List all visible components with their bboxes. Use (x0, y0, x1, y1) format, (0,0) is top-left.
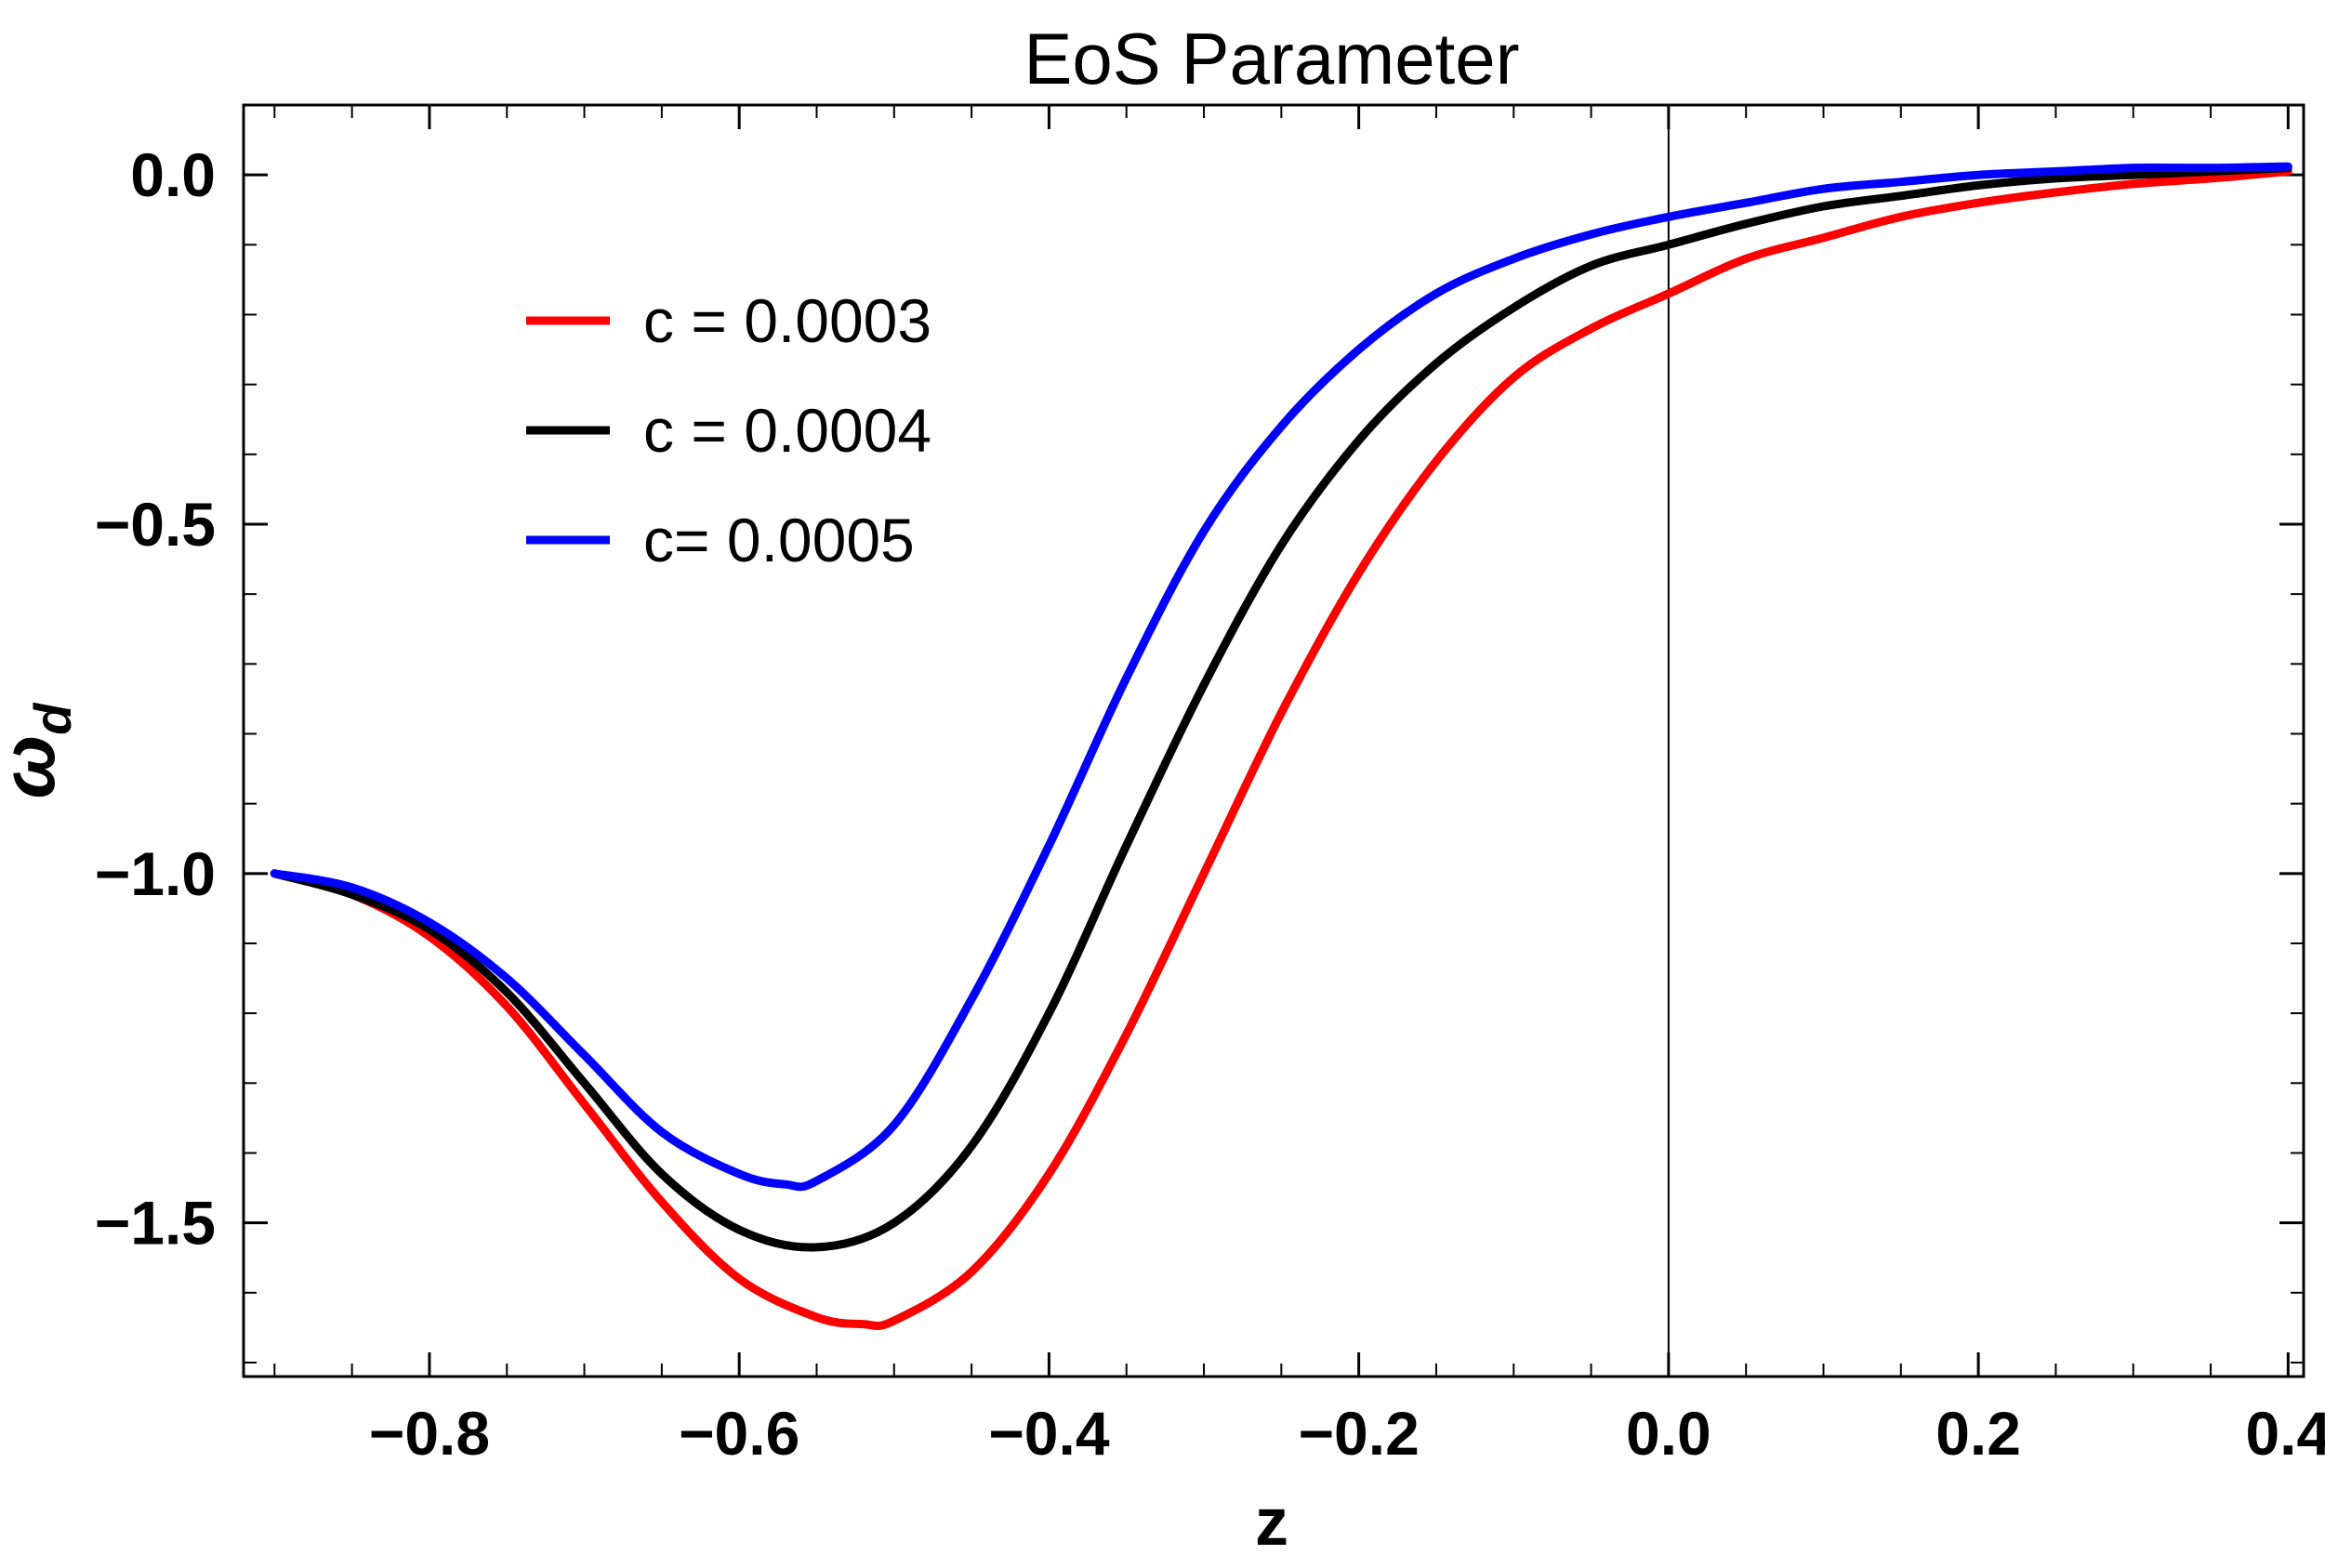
series-line-2 (270, 164, 2292, 1252)
legend-label-2: c = 0.0004 (643, 396, 931, 465)
x-tick-label: −0.2 (1298, 1399, 1419, 1468)
plot-area: −0.8 −0.6 −0.4 −0.2 0.0 0.2 0.4 0.0 −0.5 −1.0 −1.5… (95, 103, 2325, 1468)
x-tick-label: −0.8 (369, 1399, 490, 1468)
y-tick-label: 0.0 (130, 140, 216, 209)
legend-label-1: c = 0.0003 (643, 286, 931, 355)
y-tick-label: −0.5 (95, 490, 216, 559)
x-tick-label: 0.4 (2245, 1399, 2325, 1468)
y-tick-label: −1.0 (95, 839, 216, 908)
chart-title: EoS Parameter (1024, 18, 1519, 99)
y-axis-label-main: ω (0, 735, 71, 798)
x-tick-label: −0.4 (988, 1399, 1110, 1468)
x-tick-label: 0.0 (1626, 1399, 1711, 1468)
legend: c = 0.0003 c = 0.0004 c= 0.0005 (526, 286, 931, 574)
x-axis-label: z (1255, 1485, 1288, 1560)
y-axis-label: ωd (0, 702, 82, 798)
plot-frame (242, 103, 2305, 1378)
y-tick-label: −1.5 (95, 1189, 216, 1258)
legend-label-3: c= 0.0005 (643, 506, 915, 574)
x-tick-label: −0.6 (679, 1399, 799, 1468)
series-line-1 (270, 166, 2292, 1331)
series-line-3 (270, 162, 2292, 1192)
y-axis-label-subscript: d (23, 702, 82, 735)
x-tick-label: 0.2 (1935, 1399, 2021, 1468)
